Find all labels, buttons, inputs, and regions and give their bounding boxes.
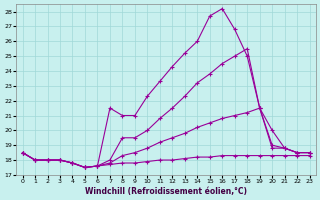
X-axis label: Windchill (Refroidissement éolien,°C): Windchill (Refroidissement éolien,°C) — [85, 187, 247, 196]
